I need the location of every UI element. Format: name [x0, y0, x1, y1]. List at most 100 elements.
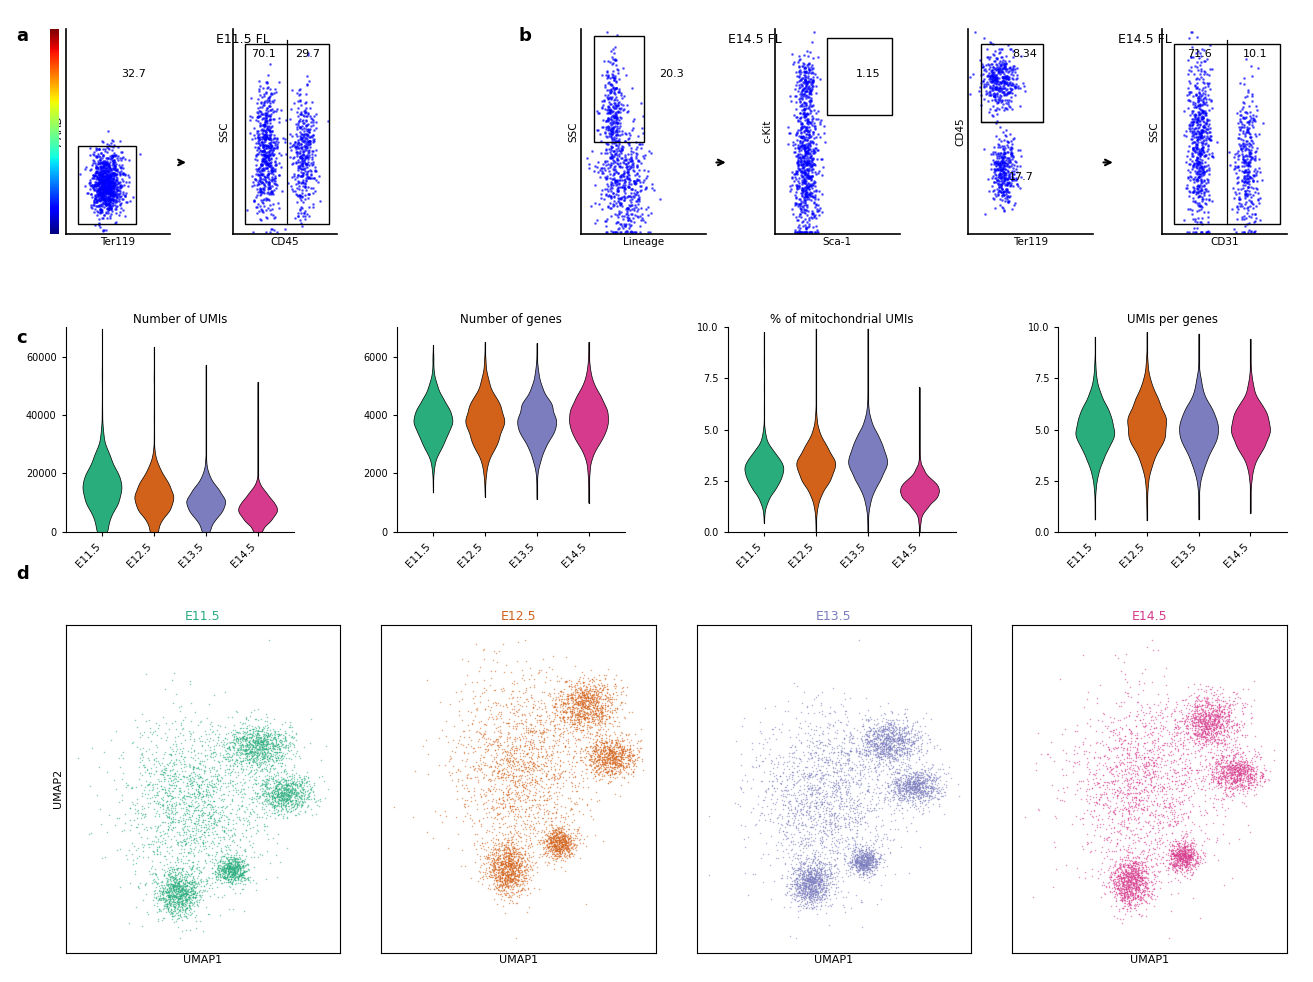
Point — [483, 853, 504, 869]
Point — [169, 699, 190, 715]
Point — [802, 127, 823, 142]
Point — [613, 168, 634, 184]
Point — [1232, 782, 1253, 797]
Point — [873, 726, 894, 741]
Point — [487, 755, 508, 771]
Point — [810, 833, 831, 848]
Point — [1002, 178, 1023, 193]
Point — [877, 779, 898, 794]
Point — [179, 890, 200, 905]
Point — [835, 810, 856, 826]
Point — [541, 809, 562, 825]
Point — [1237, 105, 1258, 121]
Point — [525, 854, 546, 870]
Point — [1163, 856, 1184, 872]
Point — [268, 786, 289, 801]
Point — [492, 863, 513, 879]
Point — [277, 791, 298, 806]
Point — [909, 751, 930, 767]
Point — [180, 891, 201, 906]
Point — [814, 884, 835, 900]
Point — [171, 763, 192, 779]
Point — [797, 142, 818, 158]
Point — [805, 871, 826, 887]
Point — [536, 765, 557, 781]
Point — [819, 818, 840, 834]
Point — [987, 77, 1008, 92]
Point — [1112, 885, 1133, 900]
Point — [909, 777, 930, 792]
Point — [180, 883, 201, 899]
Point — [298, 154, 319, 170]
Point — [530, 833, 551, 848]
Point — [785, 710, 806, 726]
Point — [503, 798, 524, 814]
Point — [1196, 117, 1217, 133]
Point — [586, 754, 607, 770]
Point — [1001, 139, 1022, 155]
Point — [248, 163, 269, 179]
Point — [214, 807, 235, 823]
Point — [177, 900, 198, 915]
Point — [1027, 801, 1048, 817]
Point — [918, 779, 939, 794]
Point — [163, 811, 184, 827]
Point — [897, 775, 918, 791]
Point — [622, 765, 643, 781]
Point — [923, 769, 944, 785]
Point — [777, 830, 798, 846]
Point — [797, 89, 818, 105]
Point — [179, 831, 200, 846]
Point — [231, 764, 252, 780]
Point — [215, 846, 236, 861]
Point — [789, 762, 810, 778]
Point — [226, 806, 247, 822]
Point — [1003, 163, 1024, 179]
Point — [175, 883, 196, 899]
Point — [201, 865, 222, 881]
Point — [282, 781, 303, 796]
Point — [259, 98, 280, 114]
Point — [110, 879, 131, 895]
Point — [1169, 733, 1190, 748]
Point — [186, 777, 207, 792]
Point — [515, 853, 536, 869]
Point — [825, 890, 846, 905]
Point — [868, 808, 889, 824]
Point — [240, 704, 261, 720]
Point — [487, 855, 508, 871]
Point — [927, 785, 948, 800]
Point — [538, 840, 559, 855]
Point — [513, 815, 534, 831]
Point — [1207, 725, 1228, 740]
Point — [557, 725, 578, 740]
Point — [538, 853, 559, 869]
Point — [502, 887, 523, 902]
Point — [559, 836, 580, 851]
Point — [800, 134, 821, 149]
Point — [223, 746, 244, 762]
Point — [1074, 805, 1095, 821]
Point — [587, 736, 608, 752]
Point — [491, 856, 512, 872]
Point — [884, 739, 905, 755]
Point — [138, 782, 159, 797]
Point — [226, 862, 247, 878]
Point — [509, 744, 530, 760]
Point — [987, 183, 1008, 198]
Point — [1094, 833, 1115, 848]
Point — [877, 831, 898, 846]
Point — [580, 662, 601, 678]
Point — [176, 885, 197, 900]
Point — [273, 794, 294, 810]
Point — [227, 733, 248, 748]
Point — [537, 838, 558, 853]
Point — [1191, 823, 1212, 839]
Title: E11.5: E11.5 — [185, 610, 221, 623]
Point — [1182, 798, 1203, 814]
Point — [165, 834, 186, 849]
Point — [525, 759, 546, 775]
Point — [172, 822, 193, 838]
Point — [1155, 700, 1176, 716]
Point — [1221, 741, 1242, 757]
